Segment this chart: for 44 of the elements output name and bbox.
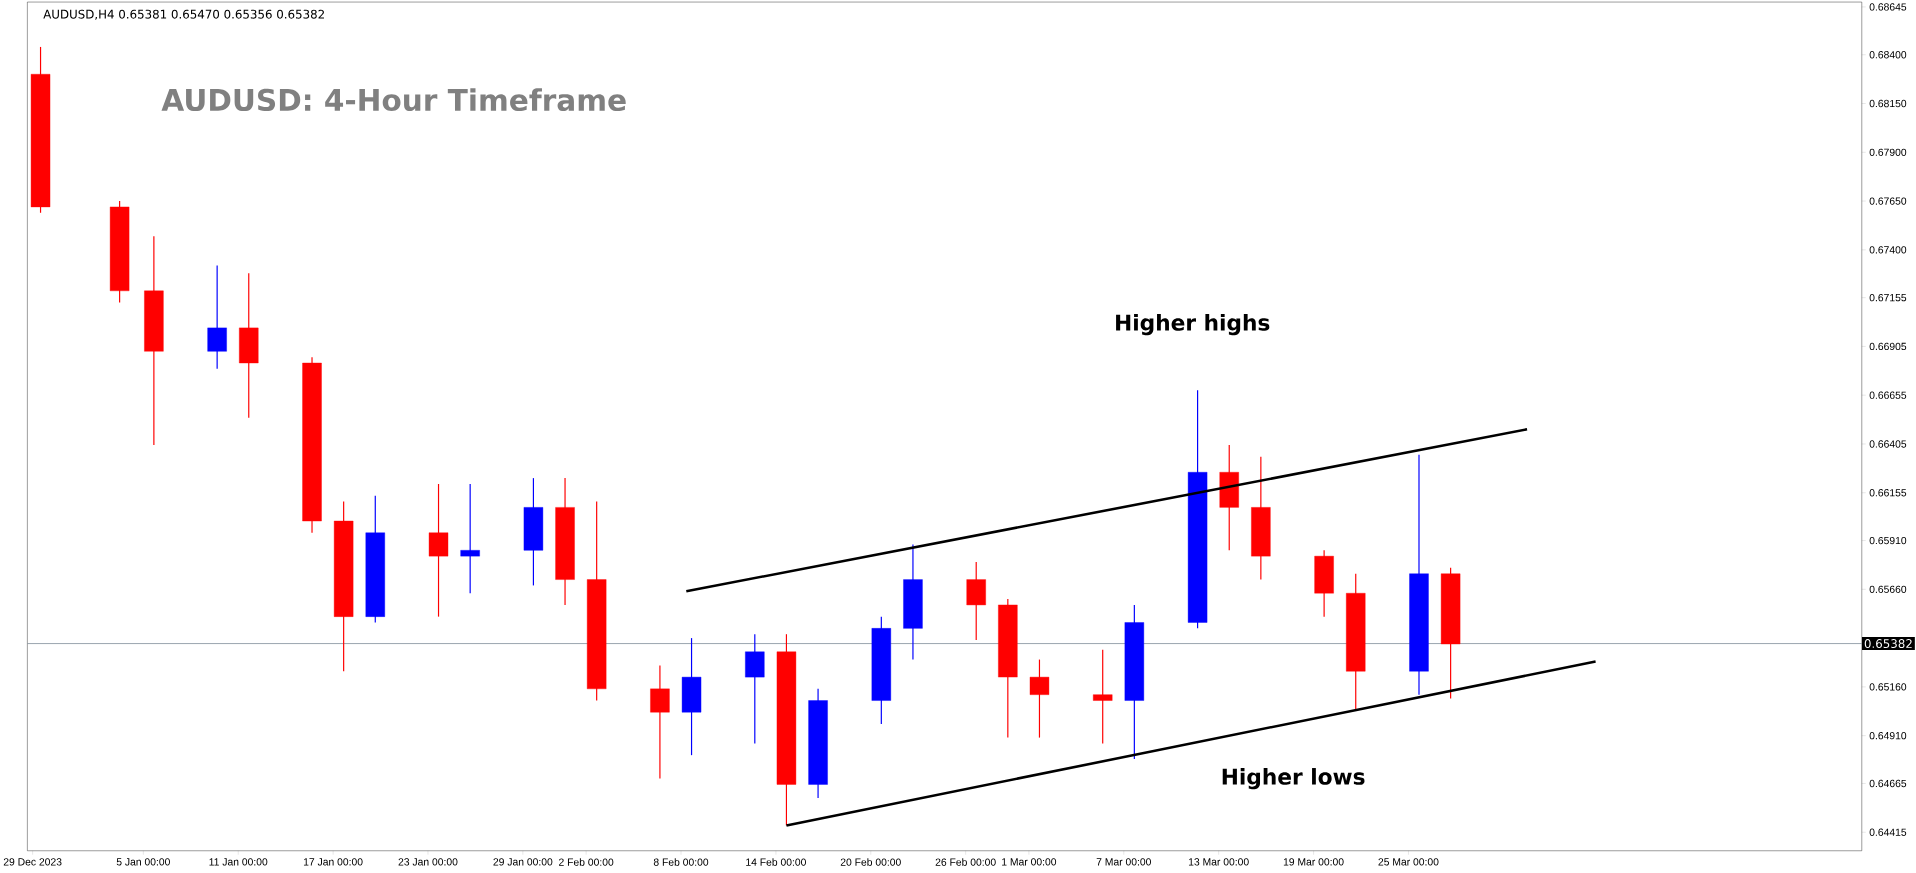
candlestick xyxy=(460,483,480,594)
x-tick-label: 13 Mar 00:00 xyxy=(1188,857,1249,866)
x-tick-label: 17 Jan 00:00 xyxy=(303,857,363,866)
candlestick xyxy=(1029,658,1050,738)
y-tick-label: 0.66655 xyxy=(1869,391,1907,399)
y-tick-label: 0.68400 xyxy=(1869,50,1907,59)
y-tick-label: 0.64910 xyxy=(1869,731,1907,740)
x-tick-label: 29 Jan 00:00 xyxy=(493,857,553,866)
candlestick xyxy=(207,264,227,370)
x-tick-label: 23 Jan 00:00 xyxy=(398,857,458,866)
y-tick-label: 0.64665 xyxy=(1869,779,1907,787)
y-tick-label: 0.68645 xyxy=(1869,3,1907,11)
y-tick-label: 0.66905 xyxy=(1869,342,1907,350)
x-tick-label: 11 Jan 00:00 xyxy=(209,857,268,866)
x-tick-label: 20 Feb 00:00 xyxy=(840,857,901,866)
x-tick-label: 26 Feb 00:00 xyxy=(935,857,996,866)
y-tick-label: 0.67155 xyxy=(1869,293,1907,302)
annotation: Higher highs xyxy=(1116,313,1270,335)
y-tick-label: 0.64415 xyxy=(1869,828,1907,836)
ref-line-label: 0.65382 xyxy=(1864,638,1912,648)
x-tick-label: 29 Dec 2023 xyxy=(3,857,62,866)
text: AUDUSD: 4-Hour Timeframe xyxy=(161,88,626,111)
annotation: Higher lows xyxy=(1222,767,1365,789)
x-tick-label: 5 Jan 00:00 xyxy=(116,857,170,866)
candlestick xyxy=(1093,649,1113,744)
x-tick-label: 25 Mar 00:00 xyxy=(1378,857,1439,866)
x-tick-label: 1 Mar 00:00 xyxy=(1002,857,1057,866)
x-tick-label: 2 Feb 00:00 xyxy=(559,857,614,866)
y-tick-label: 0.67900 xyxy=(1869,148,1907,156)
annotation: AUDUSD,H4 0.65381 0.65470 0.65356 0.65382 xyxy=(43,9,324,20)
y-tick-label: 0.66155 xyxy=(1869,488,1907,497)
y-tick-label: 0.65910 xyxy=(1869,536,1907,544)
y-tick-label: 0.66405 xyxy=(1869,440,1907,448)
y-tick-label: 0.67400 xyxy=(1869,245,1907,254)
x-tick-label: 19 Mar 00:00 xyxy=(1283,857,1344,866)
y-tick-label: 0.68150 xyxy=(1869,99,1907,107)
candlestick xyxy=(428,483,449,618)
y-tick-label: 0.65660 xyxy=(1869,585,1907,593)
y-tick-label: 0.67650 xyxy=(1869,197,1907,205)
x-tick-label: 7 Mar 00:00 xyxy=(1096,857,1151,866)
x-tick-label: 14 Feb 00:00 xyxy=(746,857,806,866)
candlestick xyxy=(650,664,670,779)
y-tick-label: 0.65160 xyxy=(1869,683,1907,691)
x-tick-label: 8 Feb 00:00 xyxy=(653,857,709,866)
